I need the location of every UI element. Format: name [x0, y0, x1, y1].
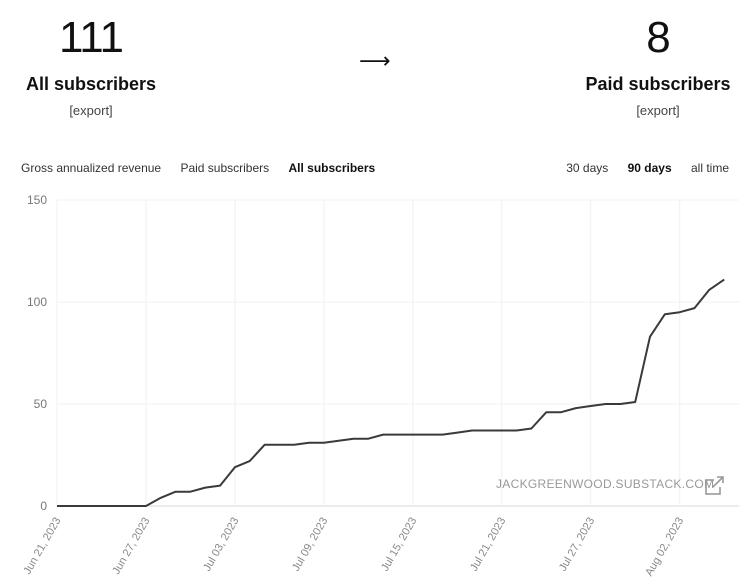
x-tick-label: Aug 02, 2023: [643, 516, 686, 579]
x-tick-label: Jul 21, 2023: [468, 516, 508, 574]
tab-30-days[interactable]: 30 days: [566, 161, 609, 175]
x-tick-label: Jun 21, 2023: [21, 516, 63, 577]
x-axis: Jun 21, 2023 Jun 27, 2023 Jul 03, 2023 Jul …: [21, 516, 686, 579]
y-tick-label: 100: [27, 295, 47, 309]
tab-90-days[interactable]: 90 days: [627, 161, 672, 175]
paid-subscribers-stat: 8 Paid subscribers [export]: [573, 13, 743, 119]
export-all-subscribers-link[interactable]: [export]: [69, 103, 113, 118]
x-tick-label: Jul 03, 2023: [201, 516, 241, 574]
x-tick-label: Jul 27, 2023: [557, 516, 597, 574]
x-tick-label: Jul 15, 2023: [379, 516, 419, 574]
all-subscribers-label: All subscribers: [25, 74, 157, 94]
paid-subscribers-label: Paid subscribers: [585, 74, 731, 94]
y-tick-label: 150: [27, 193, 47, 207]
paid-subscribers-count: 8: [646, 13, 670, 62]
series-line: [57, 278, 725, 507]
tab-all-subscribers[interactable]: All subscribers: [288, 161, 376, 175]
tab-paid-subscribers[interactable]: Paid subscribers: [180, 161, 270, 175]
chart-grid: [56, 199, 739, 507]
arrow-right-icon: ⟶: [359, 48, 391, 73]
tab-all-time[interactable]: all time: [690, 161, 729, 175]
external-link-icon: [705, 476, 724, 495]
all-subscribers-count: 111: [59, 13, 124, 62]
range-tabs: 30 days 90 days all time: [550, 161, 729, 175]
tab-gross-annualized-revenue[interactable]: Gross annualized revenue: [21, 161, 162, 175]
metric-tabs: Gross annualized revenue Paid subscriber…: [21, 161, 391, 175]
y-tick-label: 0: [40, 499, 47, 513]
export-paid-subscribers-link[interactable]: [export]: [636, 103, 680, 118]
y-tick-label: 50: [34, 397, 48, 411]
subscribers-line-chart: 0 50 100 150 Jun 21, 2023 Jun 27, 2023 Jul 03…: [21, 193, 739, 579]
y-axis: 0 50 100 150: [27, 193, 47, 513]
x-tick-label: Jul 09, 2023: [290, 516, 330, 574]
watermark-label: JACKGREENWOOD.SUBSTACK.COM: [496, 477, 714, 491]
all-subscribers-stat: 111 All subscribers [export]: [0, 13, 182, 119]
watermark[interactable]: JACKGREENWOOD.SUBSTACK.COM: [496, 476, 724, 495]
x-tick-label: Jun 27, 2023: [110, 516, 152, 577]
chart-series: [57, 278, 725, 507]
